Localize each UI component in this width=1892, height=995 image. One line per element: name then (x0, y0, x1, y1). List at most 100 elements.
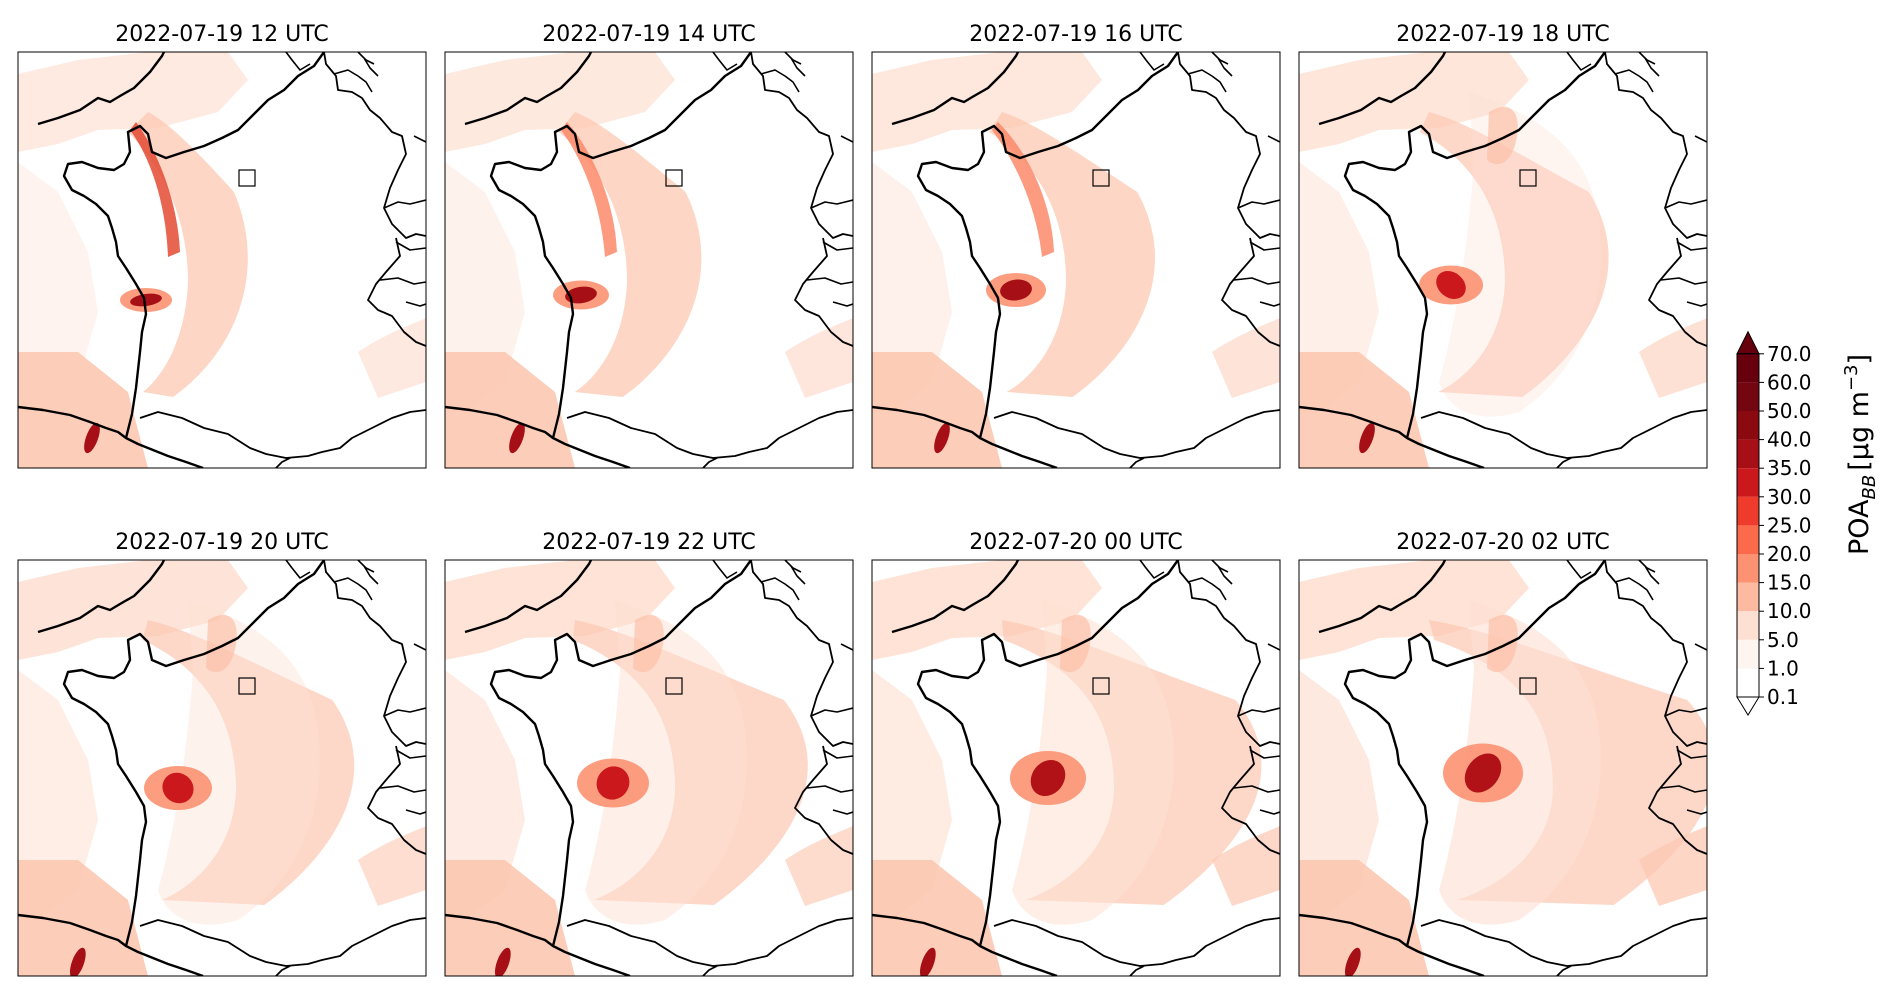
colorbar-title-close: ] (1844, 354, 1875, 365)
plume-iberia-core (84, 422, 100, 454)
country-borders (139, 52, 426, 468)
hotspot-core (596, 766, 630, 800)
panel-title: 2022-07-19 22 UTC (542, 530, 755, 555)
plume-southeast (358, 826, 426, 906)
concentration-field (1299, 52, 1707, 468)
plume-uk-haze (872, 560, 1102, 660)
plume-uk-haze (872, 52, 1102, 152)
colorbar-ticks: 0.1 1.0 5.0 10.0 15.0 20.0 25.0 30.0 35.0 40.0 50.… (1759, 342, 1812, 709)
coastline (872, 52, 1179, 468)
uk-coastline (37, 560, 166, 634)
country-borders (1420, 560, 1707, 976)
panel-title: 2022-07-19 20 UTC (115, 530, 328, 555)
colorbar-segment (1737, 582, 1759, 612)
colorbar-segment (1737, 353, 1759, 383)
plume-interior-haze (585, 600, 747, 925)
panel-title: 2022-07-20 00 UTC (969, 530, 1182, 555)
coastline (872, 560, 1179, 976)
plume-iberia-haze (872, 860, 1002, 976)
plume-southeast (785, 826, 853, 906)
panel-title: 2022-07-19 12 UTC (115, 22, 328, 47)
neighbour-borders (712, 560, 853, 815)
plume-iberia-haze (18, 352, 148, 468)
plume-iberia-haze (445, 860, 575, 976)
colorbar-segment (1737, 496, 1759, 526)
neighbour-borders (1139, 52, 1280, 307)
map-lines (18, 52, 426, 468)
plume-southeast (1639, 826, 1707, 906)
site-marker (1092, 169, 1110, 187)
colorbar-tick-label: 20.0 (1767, 542, 1812, 566)
plume-interior-haze (1012, 600, 1174, 925)
neighbour-borders (1566, 52, 1707, 307)
neighbour-borders (285, 560, 426, 815)
colorbar-title-sub: BB (1859, 475, 1880, 500)
map-panel (1298, 559, 1708, 977)
colorbar-segment (1737, 611, 1759, 640)
colorbar-segments (1736, 330, 1760, 716)
coastline (445, 52, 752, 468)
plume-uk-haze (18, 52, 248, 152)
uk-coastline (464, 52, 593, 126)
uk-coastline (891, 52, 1020, 126)
map-lines (1299, 52, 1707, 468)
coastline (1299, 52, 1606, 468)
colorbar-segment (1737, 668, 1759, 697)
panel-frame (444, 559, 854, 977)
panel-title: 2022-07-20 02 UTC (1396, 530, 1609, 555)
colorbar-segment (1737, 468, 1759, 497)
uk-coastline (464, 560, 593, 634)
coastline (1299, 560, 1606, 976)
site-marker (1519, 169, 1537, 187)
plume-corridor (142, 620, 355, 905)
colorbar-segment (1737, 411, 1759, 440)
map-lines (445, 52, 853, 468)
coastline (18, 52, 325, 468)
panel-frame (17, 51, 427, 469)
colorbar-tick-label: 10.0 (1767, 599, 1812, 623)
map-lines (1299, 560, 1707, 976)
plume-iberia-haze (1299, 860, 1429, 976)
plume-core-line (992, 122, 1054, 257)
neighbour-borders (1566, 560, 1707, 815)
plume-uk-haze (1299, 52, 1529, 152)
site-marker (238, 677, 256, 695)
plume-uk-haze (445, 560, 675, 660)
coastline (445, 560, 752, 976)
plume-southeast (785, 318, 853, 398)
hotspot-core (1464, 753, 1502, 793)
plume-southeast (358, 318, 426, 398)
plume-north-patch (1487, 106, 1518, 165)
map-panel (871, 51, 1281, 469)
map-lines (445, 560, 853, 976)
plume-atlantic-haze (18, 162, 98, 412)
plume-north-patch (206, 614, 237, 673)
concentration-field (445, 52, 853, 468)
uk-coastline (891, 560, 1020, 634)
site-marker (1092, 677, 1110, 695)
uk-coastline (1318, 52, 1447, 126)
plume-iberia-haze (872, 352, 1002, 468)
country-borders (566, 560, 853, 976)
colorbar-segment (1737, 382, 1759, 411)
panel-title: 2022-07-19 18 UTC (1396, 22, 1609, 47)
panel-frame (444, 51, 854, 469)
plume-core-line (130, 122, 180, 257)
plume-corridor (1419, 112, 1609, 397)
colorbar-segment (1737, 525, 1759, 554)
hotspot-core (1030, 759, 1066, 797)
neighbour-borders (1139, 560, 1280, 815)
plume-southeast (1212, 826, 1280, 906)
uk-coastline (1318, 560, 1447, 634)
map-panel (17, 51, 427, 469)
plume-north-patch (1060, 614, 1091, 673)
colorbar-tick-label: 70.0 (1767, 342, 1812, 366)
plume-corridor (573, 620, 808, 905)
panel-frame (1298, 51, 1708, 469)
plume-iberia-core (1344, 947, 1361, 976)
map-lines (872, 560, 1280, 976)
plume-atlantic-haze (872, 670, 952, 920)
hotspot-core (1000, 279, 1032, 301)
map-lines (18, 560, 426, 976)
plume-uk-haze (445, 52, 675, 152)
